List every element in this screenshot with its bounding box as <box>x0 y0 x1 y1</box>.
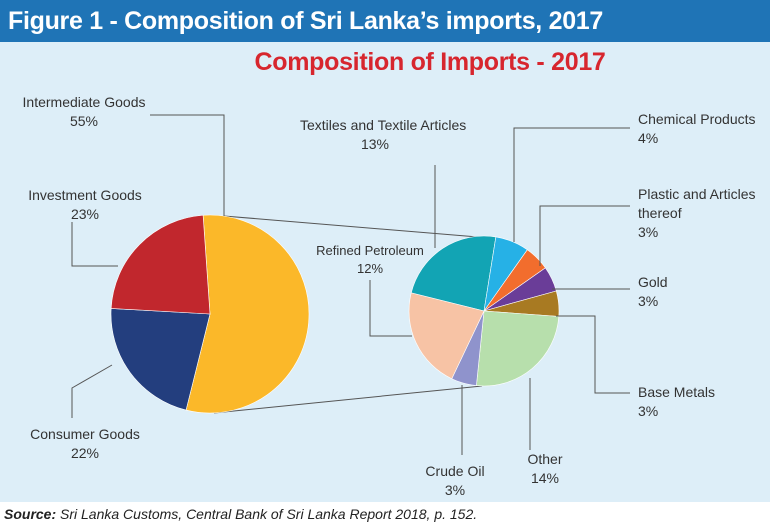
leader-line-intermediate-goods <box>150 114 225 216</box>
label-textiles-name: Textiles and Textile Articles <box>300 117 467 133</box>
leader-line-base-metals <box>556 315 630 394</box>
source-label: Source: <box>4 506 57 522</box>
slice-investment-goods <box>110 214 211 315</box>
leader-line-refined-petroleum <box>369 280 412 337</box>
label-crude-oil: Crude Oil 3% <box>405 462 505 500</box>
chart-title: Composition of Imports - 2017 <box>254 48 606 76</box>
label-consumer-goods: Consumer Goods 22% <box>10 425 160 463</box>
label-chemical-products-value: 4% <box>638 130 659 146</box>
main-pie <box>110 214 310 414</box>
label-base-metals: Base Metals 3% <box>638 383 715 421</box>
label-plastic-value: 3% <box>638 224 659 240</box>
breakdown-slice-other <box>476 310 560 387</box>
connector-line-1 <box>223 215 491 239</box>
label-base-metals-name: Base Metals <box>638 384 716 400</box>
label-gold-name: Gold <box>638 274 668 290</box>
figure-title: Figure 1 - Composition of Sri Lanka’s im… <box>0 0 770 42</box>
label-plastic: Plastic and Articles thereof 3% <box>638 185 766 242</box>
label-refined-petroleum-name: Refined Petroleum <box>316 243 424 258</box>
label-consumer-goods-value: 22% <box>70 445 100 461</box>
label-investment-goods-value: 23% <box>70 206 100 222</box>
label-other-name: Other <box>527 451 563 467</box>
label-chemical-products-name: Chemical Products <box>638 111 756 127</box>
label-crude-oil-name: Crude Oil <box>425 463 485 479</box>
label-gold-value: 3% <box>638 293 659 309</box>
leader-line-chemical-products <box>513 127 630 242</box>
label-refined-petroleum: Refined Petroleum 12% <box>305 242 435 278</box>
slice-intermediate-goods <box>185 214 310 414</box>
leader-line-plastic <box>539 205 630 266</box>
leader-line-investment-goods <box>71 222 118 267</box>
slice-consumer-goods <box>110 308 211 411</box>
label-other: Other 14% <box>505 450 585 488</box>
label-intermediate-goods-value: 55% <box>69 113 99 129</box>
label-investment-goods: Investment Goods 23% <box>10 186 160 224</box>
label-chemical-products: Chemical Products 4% <box>638 110 756 148</box>
source-note: Source: Sri Lanka Customs, Central Bank … <box>4 506 477 522</box>
breakdown-slice-refined-petroleum <box>408 292 485 380</box>
label-consumer-goods-name: Consumer Goods <box>30 426 140 442</box>
label-other-value: 14% <box>530 470 560 486</box>
leader-lines <box>71 114 630 455</box>
label-textiles: Textiles and Textile Articles 13% <box>300 116 467 154</box>
source-text: Sri Lanka Customs, Central Bank of Sri L… <box>60 506 478 522</box>
label-crude-oil-value: 3% <box>444 482 466 498</box>
breakdown-pie <box>408 235 560 387</box>
connector-line-2 <box>213 385 483 414</box>
label-intermediate-goods-name: Intermediate Goods <box>22 94 146 110</box>
breakdown-slice-textiles-and-textile-articles <box>410 235 497 312</box>
label-refined-petroleum-value: 12% <box>356 261 384 276</box>
leader-line-consumer-goods <box>71 364 113 418</box>
label-investment-goods-name: Investment Goods <box>28 187 142 203</box>
label-base-metals-value: 3% <box>638 403 659 419</box>
label-plastic-name: Plastic and Articles thereof <box>638 186 756 221</box>
label-intermediate-goods: Intermediate Goods 55% <box>5 93 163 131</box>
label-textiles-value: 13% <box>360 136 390 152</box>
expansion-connectors <box>213 215 491 414</box>
label-gold: Gold 3% <box>638 273 668 311</box>
